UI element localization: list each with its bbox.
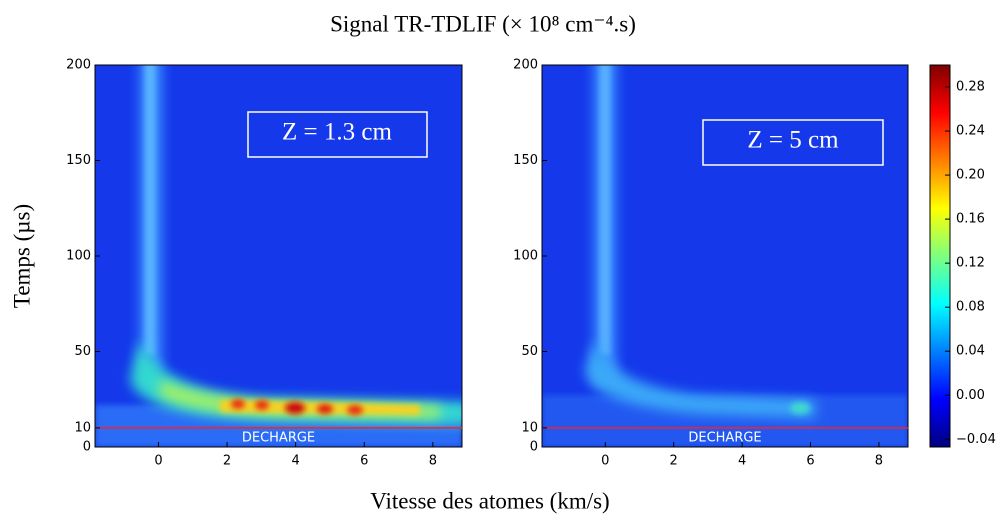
colorbar-tick-label: 0.16 (956, 212, 985, 227)
y-tick-label: 0 (83, 440, 91, 455)
annotation: Z = 1.3 cm (282, 119, 392, 146)
y-tick-label: 10 (74, 420, 91, 435)
x-tick-label: 2 (223, 454, 231, 469)
colorbar-tick-label: 0.04 (956, 344, 985, 359)
x-tick-label: 0 (601, 454, 609, 469)
colorbar-tick-label: −0.04 (956, 432, 996, 447)
x-tick-label: 0 (154, 454, 162, 469)
colorbar-tick-label: 0.00 (956, 388, 985, 403)
y-tick-label: 150 (513, 153, 538, 168)
heatmap (542, 65, 908, 447)
x-tick-label: 8 (429, 454, 437, 469)
y-tick-label: 200 (66, 58, 91, 73)
x-label: Vitesse des atomes (km/s) (370, 488, 609, 513)
y-label: Temps (µs) (9, 204, 34, 308)
x-tick-label: 6 (360, 454, 368, 469)
colorbar (929, 64, 951, 448)
colorbar-tick-label: 0.12 (956, 256, 985, 271)
title: Signal TR-TDLIF (× 10⁸ cm⁻⁴.s) (330, 11, 636, 36)
x-tick-label: 4 (738, 454, 746, 469)
annotation-box (247, 111, 428, 158)
x-tick-label: 4 (292, 454, 300, 469)
y-tick-label: 0 (530, 440, 538, 455)
colorbar-tick-label: 0.24 (956, 124, 985, 139)
x-tick-label: 6 (806, 454, 814, 469)
marker-label: DECHARGE (688, 430, 761, 445)
heatmap (95, 65, 462, 447)
marker-label: DECHARGE (242, 430, 315, 445)
y-tick-label: 200 (513, 58, 538, 73)
colorbar-tick-label: 0.08 (956, 300, 985, 315)
y-tick-label: 100 (66, 249, 91, 264)
annotation-box (702, 119, 884, 166)
y-tick-label: 10 (521, 420, 538, 435)
y-tick-label: 100 (513, 249, 538, 264)
x-tick-label: 8 (875, 454, 883, 469)
colorbar-tick-label: 0.20 (956, 168, 985, 183)
y-tick-label: 50 (521, 344, 538, 359)
annotation: Z = 5 cm (747, 127, 839, 154)
colorbar-tick-label: 0.28 (956, 80, 985, 95)
y-tick-label: 150 (66, 153, 91, 168)
x-tick-label: 2 (670, 454, 678, 469)
y-tick-label: 50 (74, 344, 91, 359)
